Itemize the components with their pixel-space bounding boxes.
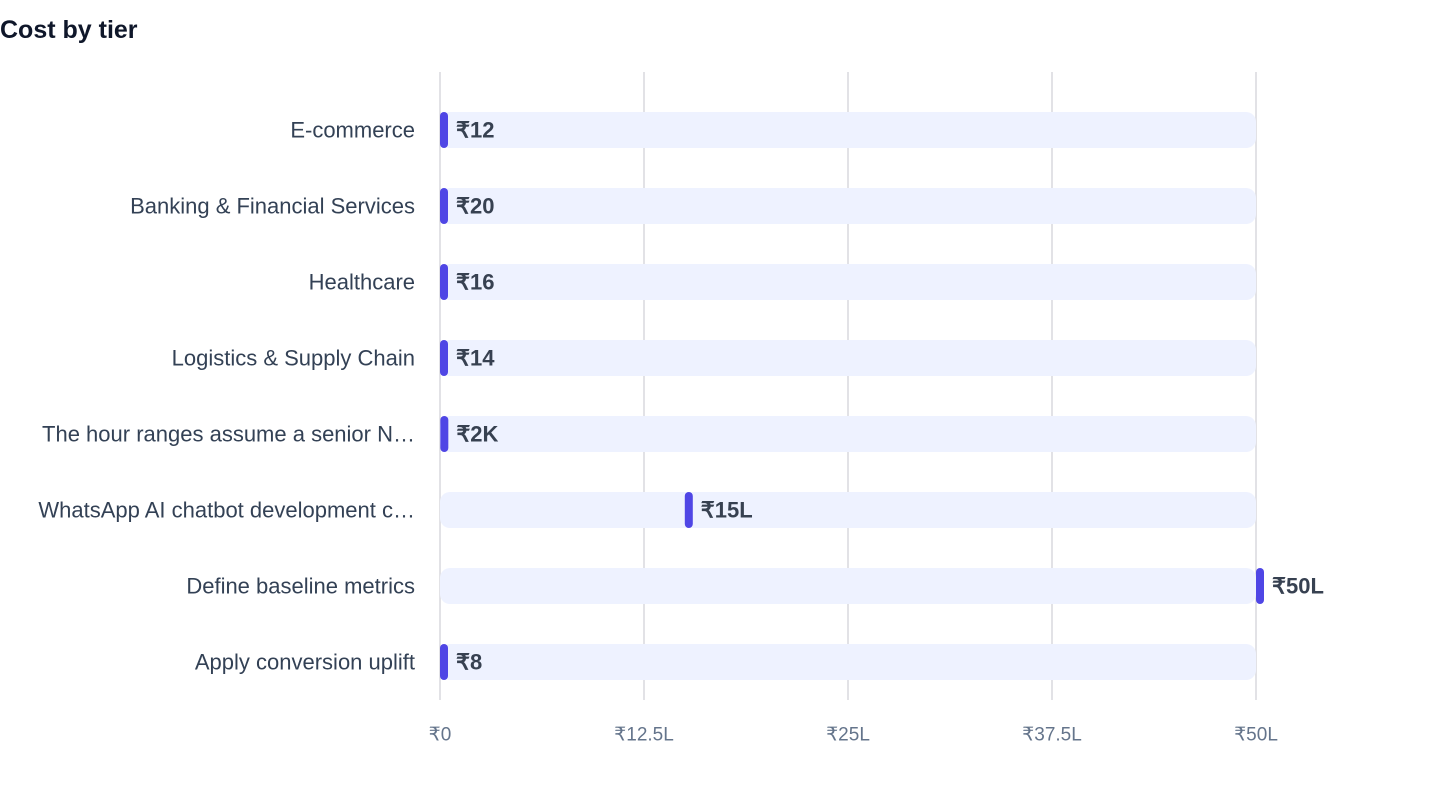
category-label: E-commerce xyxy=(290,118,415,143)
bar-marker xyxy=(440,416,449,452)
bar-marker xyxy=(440,340,449,376)
category-label: WhatsApp AI chatbot development c… xyxy=(38,498,415,523)
bar-track xyxy=(440,492,1256,528)
chart-title: Cost by tier xyxy=(0,16,138,44)
bar-marker xyxy=(440,112,449,148)
category-label: The hour ranges assume a senior N… xyxy=(42,422,415,447)
bar-track xyxy=(440,112,1256,148)
x-axis-ticks: ₹0 ₹12.5L ₹25L ₹37.5L ₹50L xyxy=(429,725,1278,746)
category-label: Apply conversion uplift xyxy=(195,650,415,675)
bar-track xyxy=(440,188,1256,224)
grid-lines xyxy=(439,72,1257,700)
bar-row: WhatsApp AI chatbot development c… ₹15L xyxy=(38,492,1256,528)
bar-marker xyxy=(440,264,449,300)
x-tick-label: ₹50L xyxy=(1234,725,1278,746)
bar-row: Banking & Financial Services ₹20 xyxy=(130,188,1256,224)
bar-marker xyxy=(440,644,449,680)
value-label: ₹15L xyxy=(701,498,753,523)
bar-marker xyxy=(1256,568,1264,604)
bar-track xyxy=(440,644,1256,680)
value-label: ₹50L xyxy=(1272,574,1324,599)
bar-row: Healthcare ₹16 xyxy=(309,264,1256,300)
x-tick-label: ₹0 xyxy=(429,725,452,746)
bar-row: Logistics & Supply Chain ₹14 xyxy=(172,340,1256,376)
value-label: ₹12 xyxy=(456,118,494,143)
value-label: ₹20 xyxy=(456,194,494,219)
category-label: Healthcare xyxy=(309,270,415,295)
bar-row: Define baseline metrics ₹50L xyxy=(186,568,1324,604)
x-tick-label: ₹12.5L xyxy=(614,725,674,746)
bar-rows: E-commerce ₹12 Banking & Financial Service… xyxy=(38,112,1324,680)
bar-track xyxy=(440,264,1256,300)
bar-marker xyxy=(684,492,693,528)
bar-track xyxy=(440,568,1256,604)
category-label: Define baseline metrics xyxy=(186,574,415,599)
category-label: Banking & Financial Services xyxy=(130,194,415,219)
category-label: Logistics & Supply Chain xyxy=(172,346,415,371)
value-label: ₹14 xyxy=(456,346,495,371)
bar-row: The hour ranges assume a senior N… ₹2K xyxy=(42,416,1256,452)
value-label: ₹16 xyxy=(456,270,494,295)
bar-marker xyxy=(440,188,449,224)
bar-row: E-commerce ₹12 xyxy=(290,112,1256,148)
x-tick-label: ₹37.5L xyxy=(1022,725,1082,746)
value-label: ₹8 xyxy=(456,650,482,675)
bar-track xyxy=(440,416,1256,452)
value-label: ₹2K xyxy=(456,422,498,447)
x-tick-label: ₹25L xyxy=(826,725,870,746)
bar-row: Apply conversion uplift ₹8 xyxy=(195,644,1256,680)
bar-track xyxy=(440,340,1256,376)
